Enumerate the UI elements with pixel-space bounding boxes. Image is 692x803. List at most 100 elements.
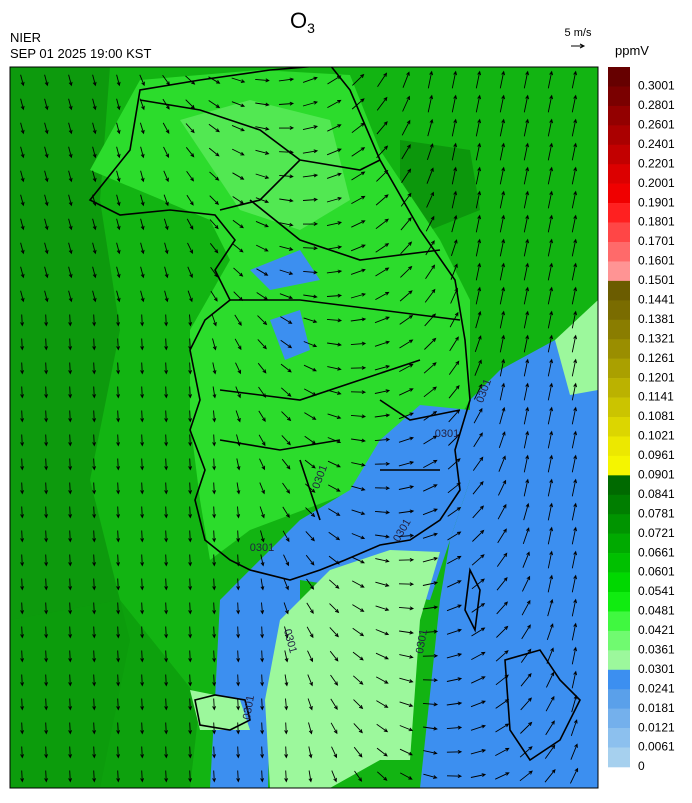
colorbar-label: 0.0481 — [638, 604, 675, 618]
wind-arrow — [400, 265, 413, 278]
wind-arrow — [140, 434, 145, 447]
wind-arrow — [326, 318, 343, 323]
wind-arrow — [68, 338, 73, 351]
wind-arrow — [376, 747, 388, 757]
colorbar-swatch — [608, 650, 630, 671]
wind-arrow — [44, 74, 49, 87]
wind-arrow — [255, 126, 270, 131]
colorbar-swatch — [608, 358, 630, 379]
timestamp: SEP 01 2025 19:00 KST — [10, 46, 151, 61]
wind-arrow — [186, 194, 194, 206]
wind-arrow — [92, 770, 97, 783]
wind-arrow — [255, 173, 270, 179]
wind-arrow — [188, 770, 193, 783]
colorbar-label: 0.1901 — [638, 195, 675, 209]
wind-arrow — [116, 314, 121, 327]
wind-arrow — [212, 770, 217, 783]
wind-arrow — [547, 166, 554, 185]
wind-arrow — [352, 73, 365, 86]
wind-arrow — [164, 698, 169, 711]
wind-arrow — [20, 410, 25, 423]
wind-arrow — [326, 172, 342, 179]
wind-arrow — [547, 550, 554, 569]
wind-arrow — [375, 581, 390, 587]
wind-arrow — [20, 722, 25, 735]
wind-arrow — [351, 509, 366, 516]
wind-arrow — [497, 528, 507, 544]
wind-arrow — [20, 578, 25, 591]
wind-arrow — [257, 362, 267, 374]
wind-arrow — [398, 412, 414, 420]
wind-arrow — [20, 602, 25, 615]
wind-arrow — [351, 195, 366, 204]
colorbar-label: 0.2601 — [638, 118, 675, 132]
wind-arrow — [446, 774, 463, 779]
wind-arrow — [140, 338, 145, 351]
wind-arrow — [260, 746, 265, 759]
wind-arrow — [140, 674, 145, 687]
wind-arrow — [187, 266, 193, 279]
wind-arrow — [350, 341, 367, 346]
wind-arrow — [212, 506, 217, 519]
wind-arrow — [353, 675, 364, 685]
wind-arrow — [20, 362, 25, 375]
wind-arrow — [278, 101, 295, 106]
wind-arrow — [236, 650, 241, 663]
wind-arrow — [140, 530, 145, 543]
wind-arrow — [446, 701, 463, 706]
wind-arrow — [446, 628, 462, 635]
wind-arrow — [470, 724, 486, 731]
wind-arrow — [212, 362, 217, 375]
wind-arrow — [571, 622, 578, 641]
wind-arrow — [140, 242, 145, 255]
wind-arrow — [212, 578, 217, 591]
wind-arrow — [401, 144, 411, 160]
wind-arrow — [308, 770, 313, 783]
wind-arrow — [547, 454, 554, 473]
wind-arrow — [523, 142, 530, 161]
wind-arrow — [231, 148, 245, 156]
wind-arrow — [475, 166, 482, 185]
wind-arrow — [20, 434, 25, 447]
wind-arrow — [116, 722, 121, 735]
wind-arrow — [20, 698, 25, 711]
wind-arrow — [329, 650, 339, 662]
wind-arrow — [374, 365, 391, 371]
wind-arrow — [236, 578, 241, 591]
wind-arrow — [376, 96, 388, 111]
wind-arrow — [544, 744, 556, 759]
wind-arrow — [20, 266, 25, 279]
colorbar-label: 0.0181 — [638, 701, 675, 715]
wind-arrow — [20, 650, 25, 663]
wind-arrow — [425, 215, 435, 232]
wind-arrow — [233, 267, 244, 277]
wind-arrow — [236, 698, 241, 711]
wind-arrow — [283, 578, 289, 591]
colorbar-label: 0.0901 — [638, 468, 675, 482]
wind-arrow — [280, 339, 293, 349]
wind-arrow — [234, 314, 242, 326]
wind-arrow — [164, 554, 169, 567]
wind-arrow — [164, 242, 169, 255]
wind-arrow — [571, 166, 578, 185]
wind-arrow — [352, 651, 364, 661]
wind-arrow — [447, 580, 462, 588]
wind-arrow — [422, 702, 439, 707]
wind-arrow — [523, 310, 530, 329]
wind-arrow — [188, 746, 193, 759]
wind-arrow — [255, 149, 270, 155]
wind-arrow — [571, 214, 578, 233]
wind-arrow — [470, 773, 487, 778]
wind-arrow — [231, 77, 246, 83]
wind-arrow — [68, 242, 73, 255]
wind-arrow — [257, 315, 268, 326]
wind-arrow — [260, 602, 265, 615]
wind-arrow — [188, 530, 193, 543]
wind-arrow — [523, 190, 530, 209]
wind-arrow — [375, 194, 389, 206]
wind-arrow — [499, 190, 506, 209]
wind-arrow — [375, 218, 389, 230]
wind-arrow — [139, 98, 145, 111]
wind-arrow — [44, 530, 49, 543]
wind-arrow — [44, 626, 49, 639]
